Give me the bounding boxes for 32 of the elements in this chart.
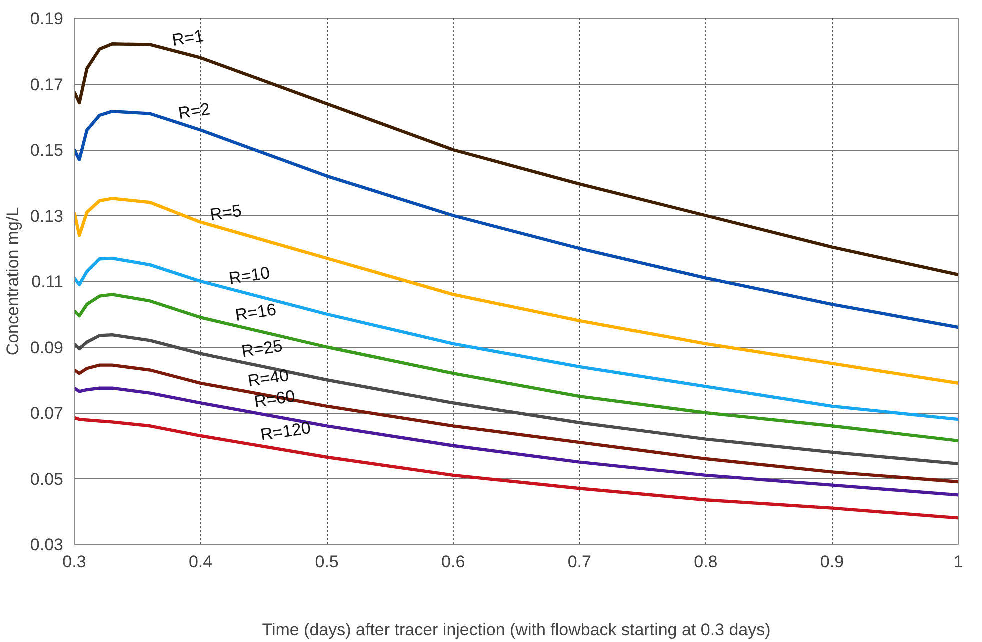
text: R=120 bbox=[259, 418, 312, 445]
line-series bbox=[74, 416, 958, 520]
line-series bbox=[74, 197, 958, 386]
line-series bbox=[74, 293, 958, 443]
x-tick-label: 0.6 bbox=[442, 552, 466, 572]
y-tick-label: 0.17 bbox=[30, 75, 64, 94]
text: R=16 bbox=[234, 300, 278, 326]
text: R=5 bbox=[208, 201, 244, 225]
y-tick-label: 0.09 bbox=[30, 338, 64, 358]
x-tick-label: 0.7 bbox=[568, 552, 592, 572]
x-tick-label: 0.4 bbox=[188, 552, 213, 572]
y-tick-label: 0.07 bbox=[30, 404, 64, 423]
x-tick-label: 0.9 bbox=[820, 552, 844, 572]
text: R=10 bbox=[228, 263, 272, 288]
y-tick-label: 0.03 bbox=[30, 536, 64, 554]
y-tick-label: 0.11 bbox=[32, 272, 64, 292]
text: R=25 bbox=[240, 336, 284, 362]
x-tick-label: 1 bbox=[954, 552, 964, 572]
x-axis-title: Time (days) after tracer injection (with flowback starting at 0.3 days) bbox=[262, 620, 771, 640]
line-series bbox=[74, 386, 958, 497]
y-tick-label: 0.15 bbox=[30, 141, 64, 160]
x-tick-label: 0.5 bbox=[315, 552, 339, 572]
text: R=1 bbox=[171, 26, 206, 50]
text: R=2 bbox=[177, 100, 212, 124]
x-tick-label: 0.3 bbox=[62, 552, 86, 572]
y-tick-label: 0.05 bbox=[30, 470, 64, 489]
line-series bbox=[74, 256, 958, 422]
y-tick-label: 0.19 bbox=[30, 10, 64, 28]
y-tick-label: 0.13 bbox=[30, 206, 64, 226]
x-tick-label: 0.8 bbox=[694, 552, 718, 572]
line-series bbox=[74, 364, 958, 484]
y-axis-title: Concentration mg/L bbox=[3, 207, 22, 356]
